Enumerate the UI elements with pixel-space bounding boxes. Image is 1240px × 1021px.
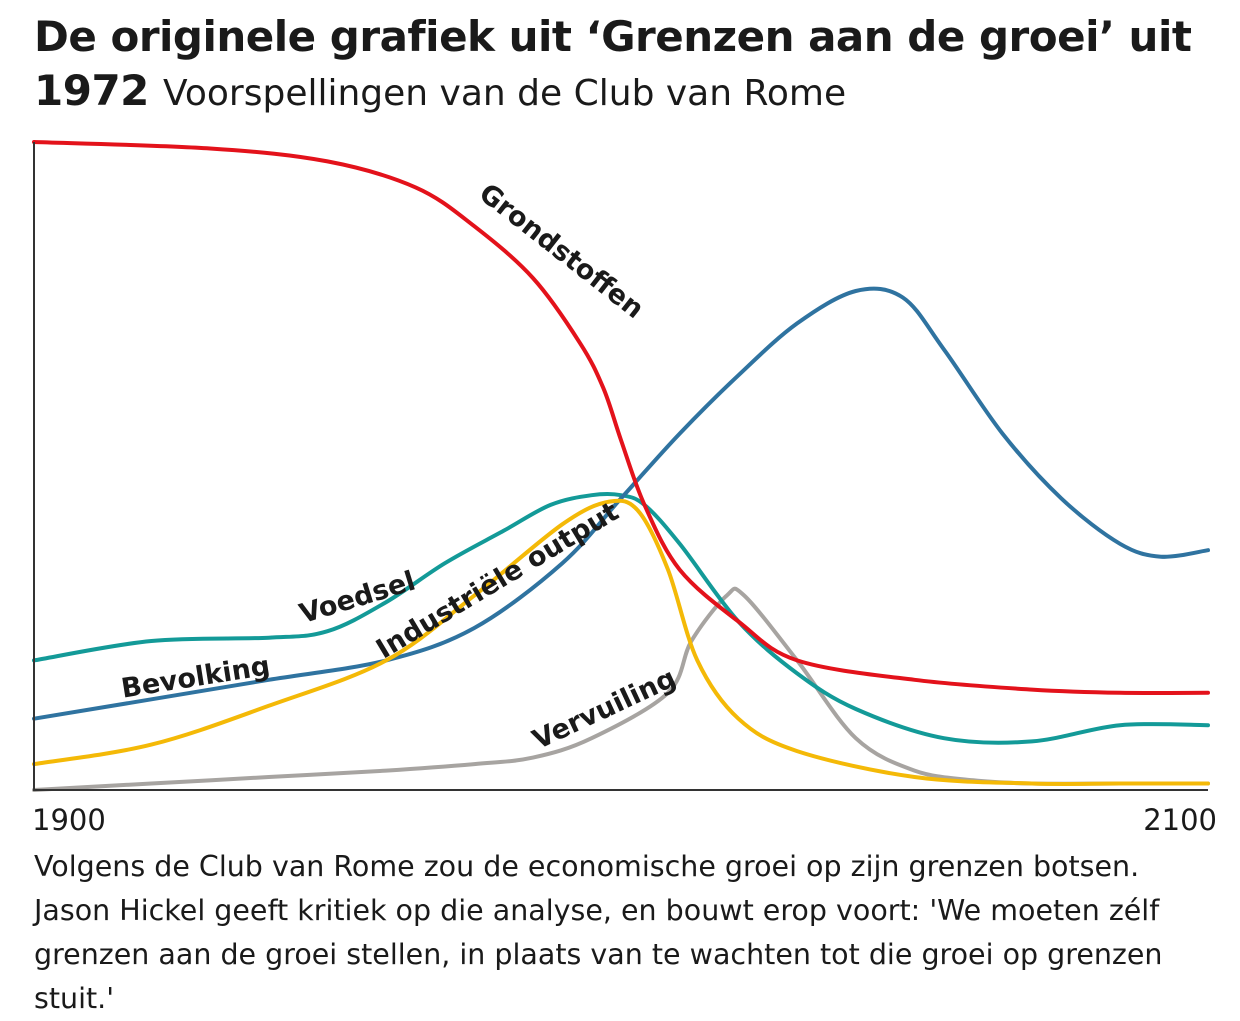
chart-subtitle: Voorspellingen van de Club van Rome [163, 73, 847, 114]
series-line-bevolking [32, 286, 1210, 721]
chart-title: De originele grafiek uit ‘Grenzen aan de… [34, 10, 1224, 121]
x-tick-label-end: 2100 [1143, 803, 1217, 837]
series-line-industri-le-output [32, 498, 1210, 786]
series-lines [32, 140, 1210, 792]
series-line-grondstoffen [32, 140, 1210, 696]
line-chart: 1900 2100 GrondstoffenVoedselBevolkingIn… [32, 140, 1217, 837]
series-label-grondstoffen: Grondstoffen [473, 178, 649, 325]
title-text: De originele grafiek uit ‘Grenzen aan de… [34, 12, 1192, 115]
series-labels: GrondstoffenVoedselBevolkingIndustriële … [119, 178, 681, 756]
series-label-bevolking: Bevolking [119, 651, 272, 705]
x-tick-label-start: 1900 [32, 803, 106, 837]
chart-caption: Volgens de Club van Rome zou de economis… [34, 850, 1163, 1015]
series-label-vervuiling: Vervuiling [528, 663, 681, 756]
